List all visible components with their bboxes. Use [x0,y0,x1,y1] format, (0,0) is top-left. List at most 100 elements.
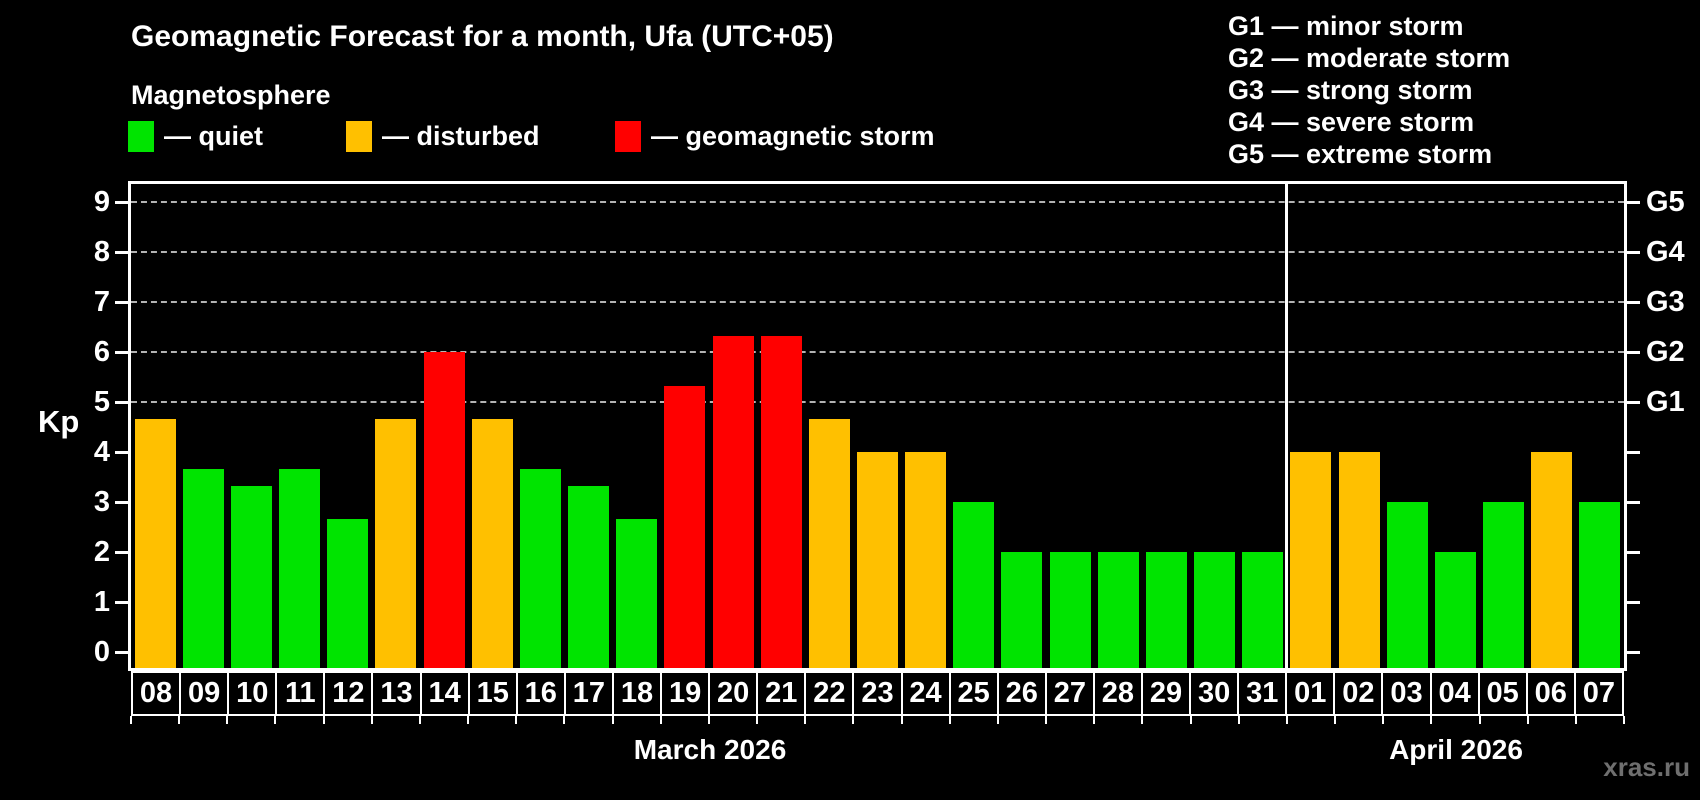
kp-axis-label: Kp [38,404,80,439]
kp-bar [1483,502,1525,668]
date-boundary-tick [1334,716,1337,724]
kp-tick-right [1627,551,1640,554]
kp-bar [857,452,898,668]
kp-tick-right [1627,601,1640,604]
month-label-april: April 2026 [1389,734,1523,765]
kp-bar [230,485,272,668]
storm-scale-g4: G4 — severe storm [1228,107,1475,137]
kp-tick-label: 0 [93,636,110,668]
kp-bar [519,468,561,668]
date-box: 04 [1429,671,1480,716]
date-boundary-tick [1623,716,1625,724]
date-box: 16 [515,671,566,716]
date-boundary-tick [804,716,807,724]
kp-tick-left [115,451,128,454]
gridline-kp7 [131,301,1624,303]
kp-bar [279,468,321,668]
date-box: 11 [275,671,326,716]
kp-tick-left [115,501,128,504]
date-boundary-tick [996,716,999,724]
kp-bar [664,385,706,668]
date-box: 30 [1189,671,1240,716]
gridline-kp6 [131,351,1624,353]
kp-bar [1001,552,1043,668]
kp-bar [616,518,658,668]
quiet-swatch-icon [128,120,154,152]
date-boundary-tick [322,716,325,724]
g-level-label: G4 [1646,236,1685,268]
date-boundary-tick [611,716,614,724]
page-title: Geomagnetic Forecast for a month, Ufa (U… [131,20,834,53]
watermark: xras.ru [1603,752,1690,782]
date-boundary-tick [1430,716,1433,724]
gridline-kp8 [131,251,1624,253]
legend-item-quiet: — quiet [128,120,263,152]
legend-item-storm: — geomagnetic storm [615,120,935,152]
kp-tick-label: 6 [93,336,110,368]
date-box: 24 [900,671,951,716]
date-boundary-tick [418,716,421,724]
date-box: 01 [1285,671,1336,716]
date-box: 20 [708,671,759,716]
date-box: 09 [179,671,230,716]
kp-bar [568,485,610,668]
plot-area [128,181,1627,671]
kp-tick-label: 9 [93,186,110,218]
storm-swatch-icon [615,120,641,152]
date-box: 19 [660,671,711,716]
date-axis: 08 09 10 11 12 13 14 15 16 17 18 19 20 21 22 23 24 25 26 27… [131,671,1624,716]
kp-tick-label: 3 [93,486,110,518]
kp-tick-right [1627,501,1640,504]
date-box: 22 [804,671,855,716]
date-boundary-tick [130,716,132,724]
gridline-kp5 [131,401,1624,403]
kp-tick-label: 5 [93,386,110,418]
date-boundary-tick [1478,716,1481,724]
kp-tick-left [115,251,128,254]
kp-bar [1434,552,1476,668]
date-boundary-tick [1574,716,1577,724]
kp-bar [1579,502,1621,668]
kp-bar [1097,552,1139,668]
date-box: 08 [131,671,182,716]
date-boundary-tick [1141,716,1144,724]
kp-tick-left [115,301,128,304]
kp-bar [471,418,513,668]
kp-bar [134,418,176,668]
magnetosphere-label: Magnetosphere [131,80,331,110]
kp-bar [182,468,224,668]
legend-item-disturbed: — disturbed [346,120,540,152]
kp-bar [1145,552,1187,668]
kp-tick-label: 1 [93,586,110,618]
kp-bar [1049,552,1091,668]
date-box: 26 [996,671,1047,716]
kp-bar [905,452,947,668]
kp-bar [760,335,802,668]
legend-label-disturbed: — disturbed [382,121,540,151]
kp-bar [423,352,465,668]
date-boundary-tick [226,716,229,724]
date-box: 05 [1477,671,1528,716]
date-boundary-tick [707,716,710,724]
date-boundary-tick [948,716,951,724]
storm-scale-g2: G2 — moderate storm [1228,43,1511,73]
g-level-label: G1 [1646,386,1685,418]
kp-bar [1531,452,1573,668]
date-boundary-tick [1093,716,1096,724]
storm-scale-g3: G3 — strong storm [1228,75,1473,105]
g-level-label: G2 [1646,336,1685,368]
kp-tick-right [1627,651,1640,654]
legend-label-quiet: — quiet [164,121,263,151]
kp-tick-left [115,651,128,654]
date-box: 15 [467,671,518,716]
date-axis-baseline [131,714,1624,716]
date-box: 02 [1333,671,1384,716]
kp-tick-right [1627,251,1640,254]
storm-scale-legend: G1 — minor storm G2 — moderate storm G3 … [1228,10,1510,170]
date-box: 23 [852,671,903,716]
date-boundary-tick [1285,716,1288,724]
date-box: 03 [1381,671,1432,716]
month-separator [1285,184,1289,668]
kp-bar [1386,502,1428,668]
